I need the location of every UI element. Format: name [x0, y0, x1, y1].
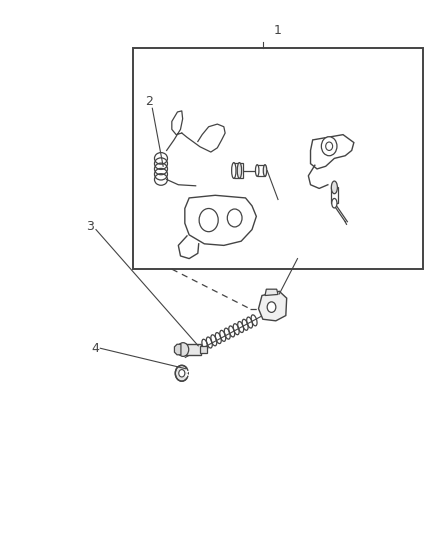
Ellipse shape: [331, 181, 337, 193]
Ellipse shape: [237, 163, 241, 179]
Circle shape: [267, 302, 275, 312]
Ellipse shape: [231, 163, 236, 179]
Polygon shape: [180, 344, 201, 355]
Ellipse shape: [331, 198, 336, 208]
Circle shape: [199, 208, 218, 232]
Circle shape: [178, 369, 184, 377]
Circle shape: [175, 365, 188, 381]
Bar: [257, 165, 265, 176]
Circle shape: [325, 142, 332, 150]
Circle shape: [321, 137, 336, 156]
Polygon shape: [265, 289, 277, 295]
Bar: [133, 47, 422, 269]
Bar: [330, 188, 337, 203]
Circle shape: [177, 343, 188, 357]
Text: 3: 3: [86, 220, 94, 232]
Polygon shape: [200, 346, 206, 353]
Circle shape: [227, 209, 241, 227]
Bar: [233, 163, 243, 179]
Ellipse shape: [263, 165, 266, 176]
Polygon shape: [310, 135, 353, 169]
Polygon shape: [184, 195, 256, 245]
Text: 2: 2: [145, 94, 152, 108]
Ellipse shape: [255, 165, 258, 176]
Polygon shape: [258, 292, 286, 321]
Text: 1: 1: [273, 25, 281, 37]
Polygon shape: [174, 344, 180, 355]
Text: 4: 4: [92, 342, 99, 355]
